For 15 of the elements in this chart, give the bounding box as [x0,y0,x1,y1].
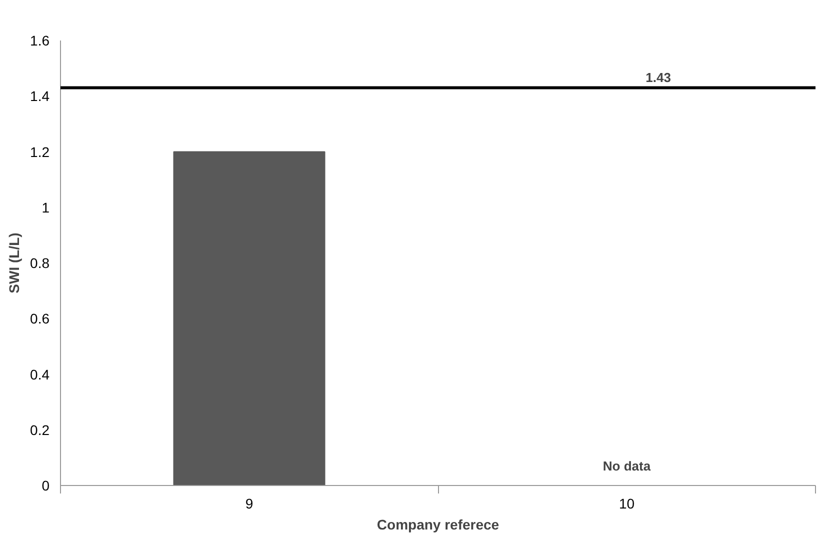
x-tick-label: 9 [245,496,254,512]
y-tick-label: 1.6 [30,32,50,48]
y-axis-title: SWI (L/L) [6,232,22,294]
y-tick-label: 0.4 [30,366,50,382]
y-tick-label: 0.8 [30,255,50,271]
ref-line-label: 1.43 [646,70,671,85]
y-tick-label: 0.2 [30,422,50,438]
x-axis-title: Company referece [376,516,500,532]
y-tick-label: 1.4 [30,88,50,104]
x-tick-label: 10 [618,496,635,512]
y-tick-label: 1.2 [30,144,50,160]
annotation: No data [602,458,652,474]
y-tick-label: 1 [42,199,50,216]
y-tick-label: 0.6 [30,310,50,327]
y-tick-label: 0 [42,478,50,494]
